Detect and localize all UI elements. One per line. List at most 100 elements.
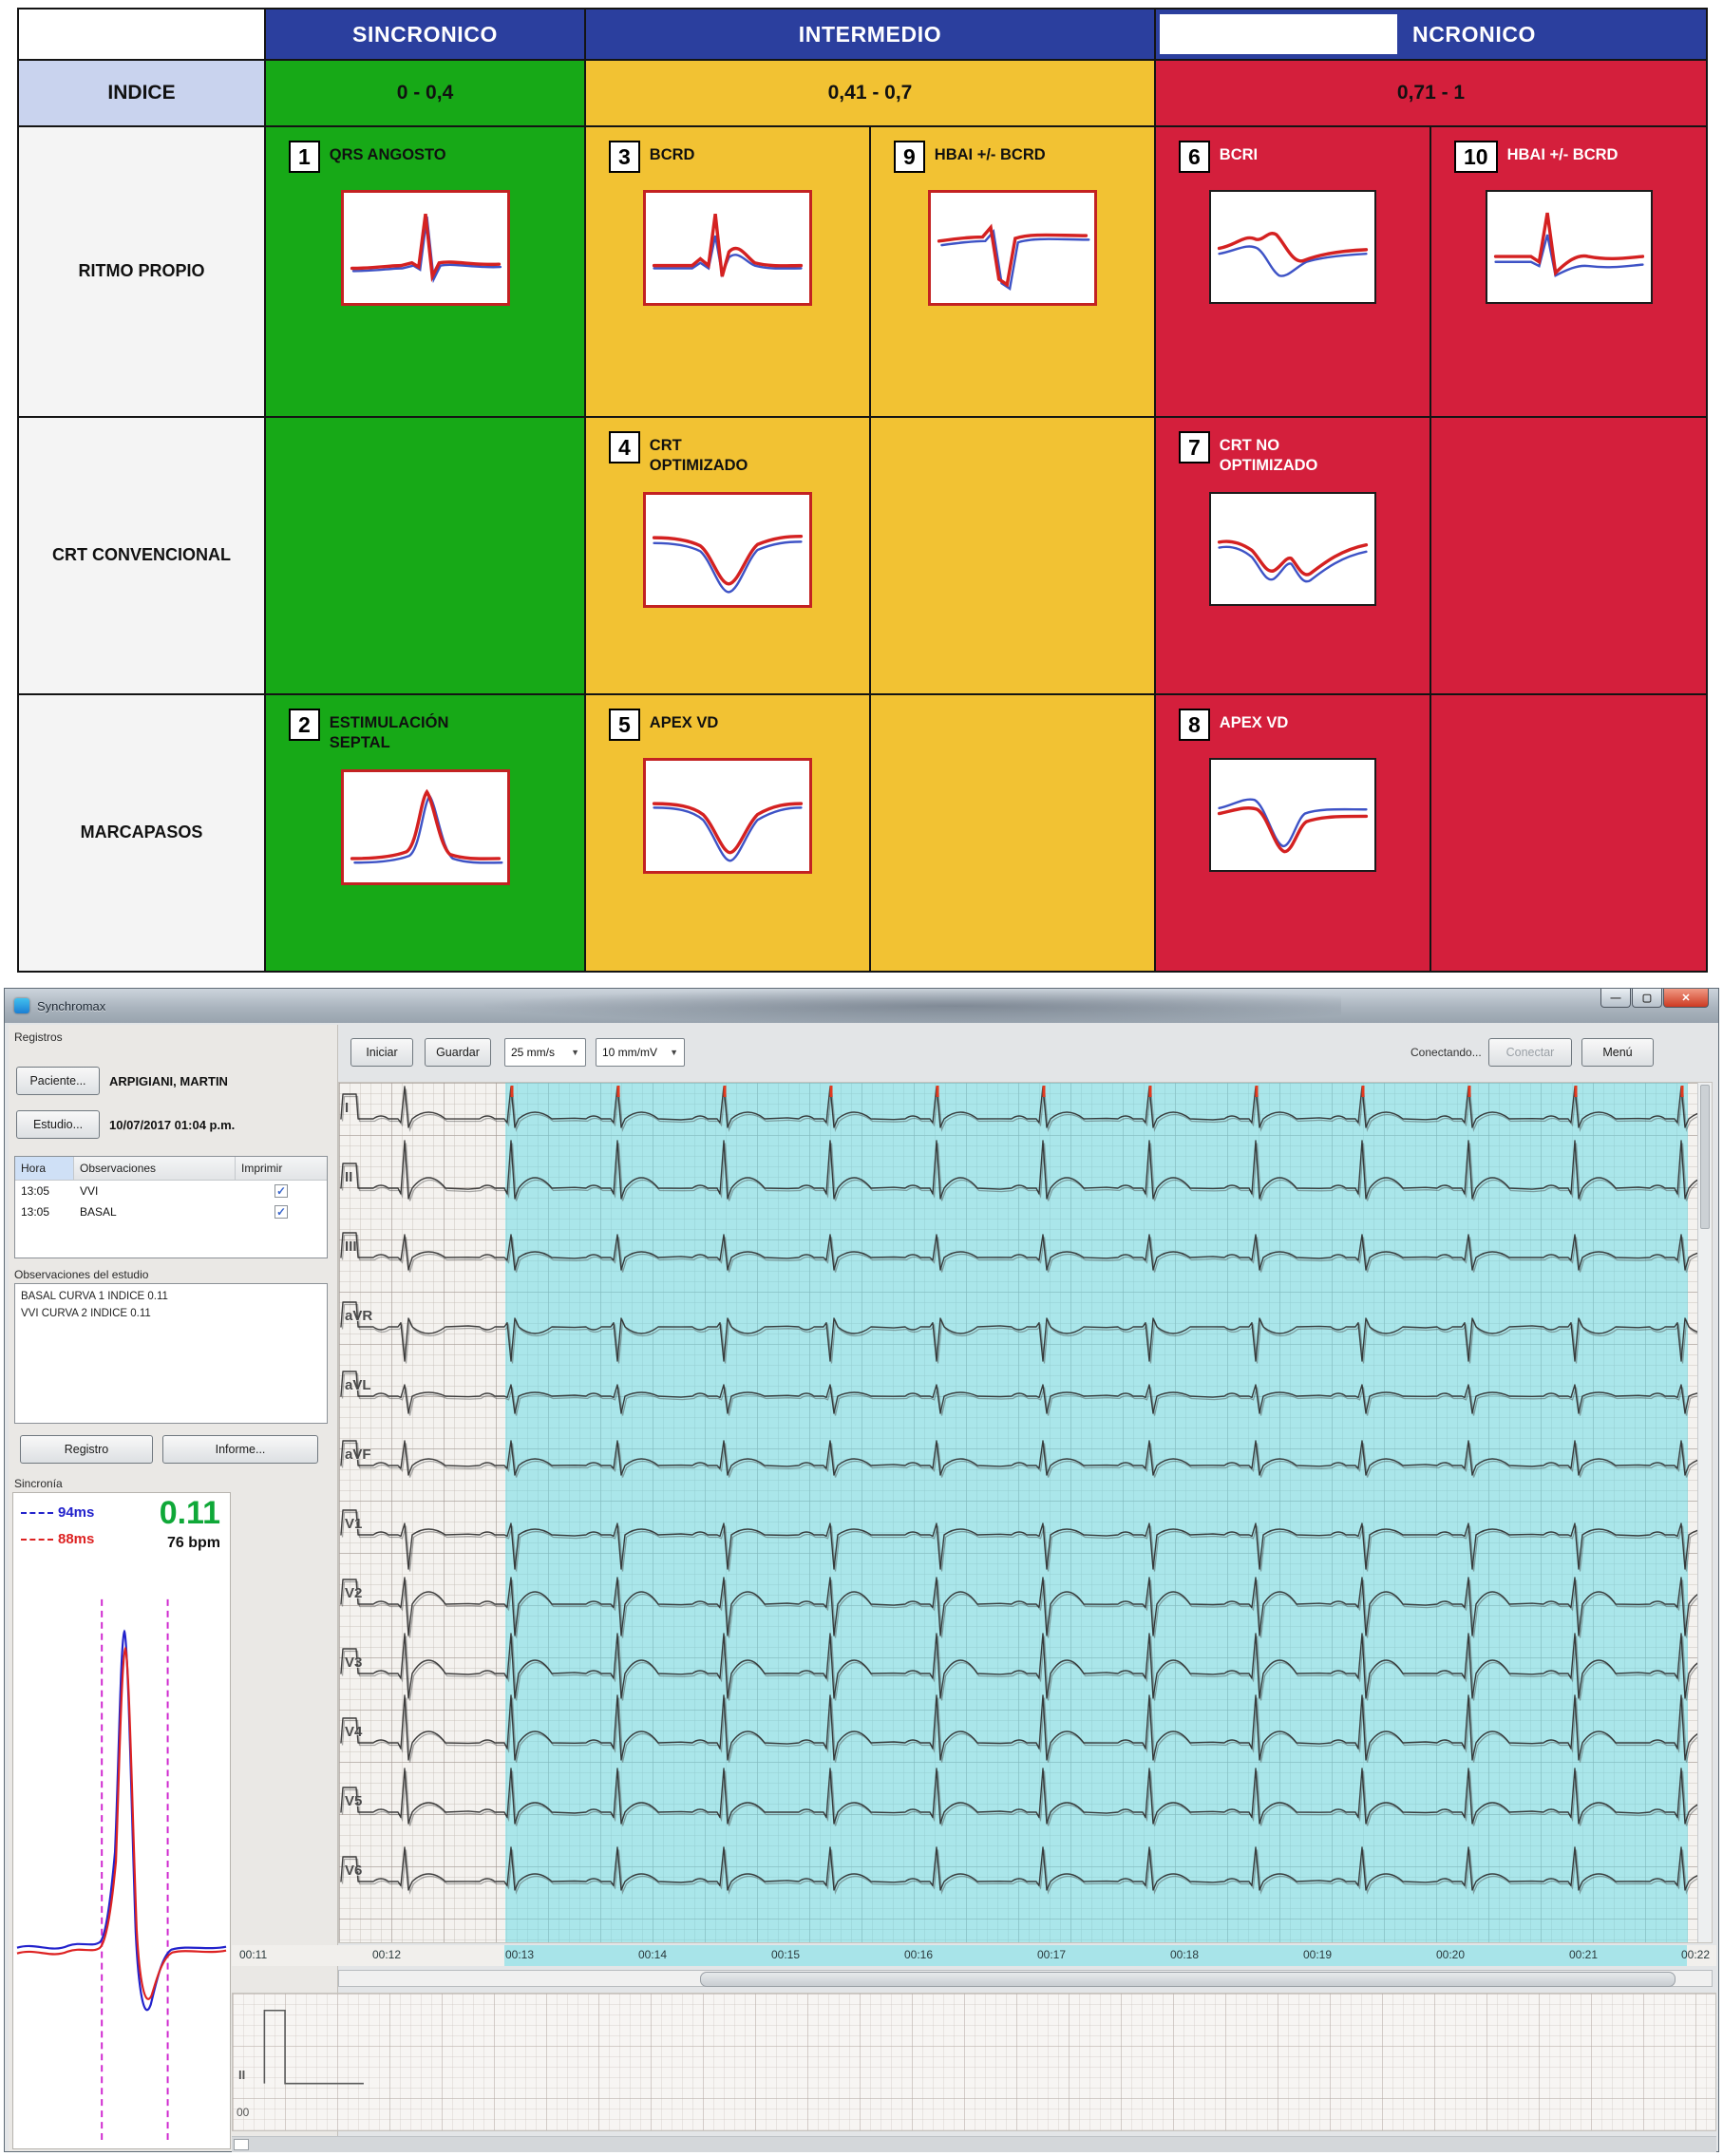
column-header-imprimir[interactable]: Imprimir bbox=[241, 1162, 283, 1175]
red-duration-value: 88ms bbox=[21, 1531, 94, 1547]
conectar-button[interactable]: Conectar bbox=[1488, 1038, 1572, 1067]
scroll-corner[interactable] bbox=[234, 2139, 249, 2150]
gain-dropdown[interactable]: 10 mm/mV ▼ bbox=[596, 1038, 685, 1067]
lead-label-V1: V1 bbox=[345, 1516, 363, 1532]
minimize-button[interactable]: — bbox=[1600, 989, 1631, 1008]
row-label-ritmo-propio: RITMO PROPIO bbox=[19, 127, 266, 418]
range-yellow: 0,41 - 0,7 bbox=[586, 61, 1156, 127]
horizontal-scrollbar-thumb[interactable] bbox=[700, 1972, 1676, 1987]
guardar-button[interactable]: Guardar bbox=[425, 1038, 491, 1067]
observaciones-textarea[interactable]: BASAL CURVA 1 INDICE 0.11 VVI CURVA 2 IN… bbox=[14, 1283, 328, 1424]
cell-hbai-bcrd-10: 10 HBAI +/- BCRD bbox=[1431, 127, 1708, 418]
window-controls: — ▢ ✕ bbox=[1600, 989, 1709, 1008]
header-intermedio: INTERMEDIO bbox=[586, 9, 1156, 61]
synchromax-window: Synchromax — ▢ ✕ Registros Paciente... A… bbox=[4, 988, 1719, 2152]
range-green: 0 - 0,4 bbox=[266, 61, 586, 127]
lead-label-V2: V2 bbox=[345, 1585, 363, 1601]
time-axis: 00:11 00:12 00:13 00:14 00:15 00:16 00:1… bbox=[232, 1945, 1716, 1966]
observaciones-estudio-label: Observaciones del estudio bbox=[14, 1268, 149, 1281]
cell-empty-green-crt bbox=[266, 418, 586, 695]
time-label: 00:15 bbox=[771, 1948, 801, 1961]
cell-empty-yellow-crt bbox=[871, 418, 1156, 695]
estudio-value: 10/07/2017 01:04 p.m. bbox=[109, 1118, 236, 1132]
registro-button[interactable]: Registro bbox=[20, 1435, 153, 1464]
time-label: 00:19 bbox=[1303, 1948, 1333, 1961]
informe-button[interactable]: Informe... bbox=[162, 1435, 318, 1464]
blue-duration-value: 94ms bbox=[21, 1504, 94, 1521]
close-button[interactable]: ✕ bbox=[1663, 989, 1709, 1008]
window-title: Synchromax bbox=[37, 998, 106, 1013]
time-label: 00:18 bbox=[1170, 1948, 1200, 1961]
imprimir-checkbox[interactable] bbox=[275, 1184, 288, 1198]
range-red: 0,71 - 1 bbox=[1156, 61, 1708, 127]
lead-label-V4: V4 bbox=[345, 1724, 363, 1740]
titlebar[interactable]: Synchromax bbox=[5, 989, 1718, 1023]
sincronia-legend: 94ms 88ms 0.11 76 bpm bbox=[13, 1493, 230, 1573]
lead-label-I: I bbox=[345, 1100, 350, 1116]
list-row[interactable]: 13:05 VVI bbox=[15, 1181, 327, 1201]
redaction-box bbox=[1160, 14, 1397, 54]
ecg-thumbnail-crt-no-optimizado bbox=[1209, 492, 1376, 607]
imprimir-checkbox[interactable] bbox=[275, 1205, 288, 1219]
time-label: 00:22 bbox=[1681, 1948, 1711, 1961]
observations-list-header: Hora Observaciones Imprimir bbox=[15, 1157, 327, 1181]
vertical-scrollbar[interactable] bbox=[1697, 1083, 1712, 1942]
cell-estimulacion-septal: 2 ESTIMULACIÓN SEPTAL bbox=[266, 695, 586, 973]
cell-number-badge: 9 bbox=[894, 141, 925, 173]
column-header-hora[interactable]: Hora bbox=[15, 1157, 74, 1180]
cell-empty-red-crt bbox=[1431, 418, 1708, 695]
cell-number-badge: 6 bbox=[1179, 141, 1210, 173]
row-label-marcapasos: MARCAPASOS bbox=[19, 695, 266, 973]
cell-bcrd: 3 BCRD bbox=[586, 127, 871, 418]
estudio-button[interactable]: Estudio... bbox=[16, 1110, 100, 1139]
horizontal-scrollbar[interactable] bbox=[338, 1970, 1713, 1987]
rhythm-strip[interactable]: II 00 bbox=[232, 1993, 1716, 2131]
chevron-down-icon: ▼ bbox=[571, 1048, 579, 1057]
vertical-scrollbar-thumb[interactable] bbox=[1700, 1085, 1710, 1229]
lead-label-V3: V3 bbox=[345, 1655, 363, 1671]
cell-number-badge: 8 bbox=[1179, 709, 1210, 741]
ecg-chart[interactable]: I II III aVR aVL aVF V1 V2 V3 V4 V5 V6 bbox=[338, 1082, 1713, 1943]
cell-apex-vd-8: 8 APEX VD bbox=[1156, 695, 1431, 973]
time-label: 00:21 bbox=[1569, 1948, 1599, 1961]
sincronia-panel: 94ms 88ms 0.11 76 bpm bbox=[12, 1492, 231, 2149]
menu-button[interactable]: Menú bbox=[1581, 1038, 1654, 1067]
synchrony-index-value: 0.11 bbox=[159, 1495, 220, 1531]
header-sincronico: SINCRONICO bbox=[266, 9, 586, 61]
indice-label: INDICE bbox=[19, 61, 266, 127]
cell-qrs-angosto: 1 QRS ANGOSTO bbox=[266, 127, 586, 418]
red-dash-icon bbox=[21, 1539, 53, 1541]
lead-label-V5: V5 bbox=[345, 1793, 363, 1809]
maximize-button[interactable]: ▢ bbox=[1632, 989, 1662, 1008]
heart-rate-value: 76 bpm bbox=[166, 1535, 220, 1551]
cell-empty-yellow-marcapasos bbox=[871, 695, 1156, 973]
titlebar-glass-shade bbox=[484, 989, 1342, 1023]
observations-list[interactable]: Hora Observaciones Imprimir 13:05 VVI 13… bbox=[14, 1156, 328, 1258]
paciente-button[interactable]: Paciente... bbox=[16, 1067, 100, 1095]
time-label: 00:13 bbox=[505, 1948, 535, 1961]
cell-number-badge: 5 bbox=[609, 709, 640, 741]
chevron-down-icon: ▼ bbox=[670, 1048, 678, 1057]
cell-number-badge: 1 bbox=[289, 141, 320, 173]
ecg-thumbnail-qrs-angosto bbox=[340, 190, 510, 306]
speed-dropdown[interactable]: 25 mm/s ▼ bbox=[504, 1038, 586, 1067]
cell-number-badge: 4 bbox=[609, 431, 640, 463]
row-label-crt-convencional: CRT CONVENCIONAL bbox=[19, 418, 266, 695]
strip-lead-label: II bbox=[238, 2068, 246, 2082]
sincronia-plot bbox=[13, 1573, 230, 2148]
ecg-thumbnail-apex-vd-8 bbox=[1209, 758, 1376, 872]
list-row[interactable]: 13:05 BASAL bbox=[15, 1201, 327, 1222]
connection-status: Conectando... bbox=[1411, 1046, 1482, 1059]
time-label: 00:17 bbox=[1037, 1948, 1067, 1961]
selection-region[interactable] bbox=[505, 1083, 1688, 1942]
ecg-traces bbox=[340, 1086, 1712, 1896]
header-asincronico-text: NCRONICO bbox=[1412, 21, 1537, 47]
ecg-thumbnail-apex-vd-5 bbox=[643, 758, 812, 874]
cell-bcri: 6 BCRI bbox=[1156, 127, 1431, 418]
column-header-observaciones[interactable]: Observaciones bbox=[74, 1157, 236, 1180]
ecg-thumbnail-estimulacion-septal bbox=[340, 769, 510, 886]
iniciar-button[interactable]: Iniciar bbox=[350, 1038, 413, 1067]
header-asincronico: NCRONICO bbox=[1156, 9, 1708, 61]
ecg-thumbnail-hbai-bcrd-10 bbox=[1485, 190, 1653, 304]
